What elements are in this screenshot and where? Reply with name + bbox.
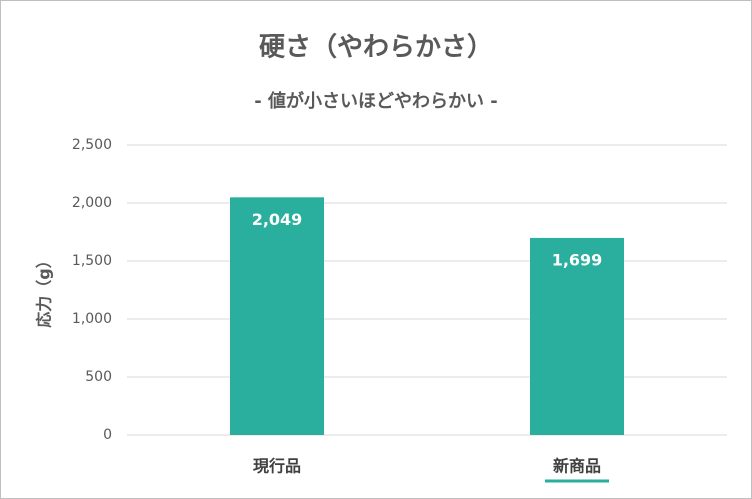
bar [230, 197, 324, 435]
y-tick-label: 2,000 [72, 195, 112, 211]
y-tick-label: 0 [103, 427, 112, 443]
chart-subtitle: - 値が小さいほどやわらかい - [254, 90, 497, 112]
chart-title: 硬さ（やわらかさ） [259, 33, 493, 63]
x-tick-label: 現行品 [253, 457, 301, 476]
bar [530, 237, 624, 435]
value-label: 1,699 [552, 250, 603, 269]
x-tick-label: 新商品 [553, 457, 601, 476]
y-tick-label: 1,500 [72, 253, 112, 269]
y-tick-label: 1,000 [72, 311, 112, 327]
y-axis-label: 応力（g） [35, 252, 54, 327]
value-label: 2,049 [252, 210, 303, 229]
y-tick-label: 2,500 [72, 137, 112, 153]
y-tick-label: 500 [85, 369, 112, 385]
